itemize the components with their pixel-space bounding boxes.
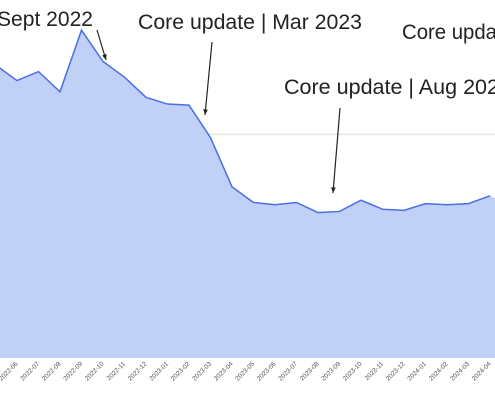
x-tick-label: 2023-10 [342,360,364,382]
x-tick-label: 2022-11 [106,360,128,382]
x-tick-label: 2023-07 [277,360,299,382]
x-tick-label: 2022-06 [0,360,20,382]
x-tick-label: 2023-03 [191,360,213,382]
x-tick-label: 2024-01 [406,360,428,382]
x-tick-label: 2022-07 [19,360,41,382]
x-tick-label: 2024-02 [428,360,450,382]
line [0,28,491,214]
x-tick-label: 2023-05 [234,360,256,382]
x-tick-label: 2023-11 [364,360,386,382]
annotation: Sept 2022 [0,8,93,31]
x-tick-label: 2023-01 [148,360,170,382]
x-tick-label: 2022-10 [84,360,106,382]
annotation: Core update | Aug 202 [284,76,495,99]
annotation: Core update | Mar 2023 [138,11,362,34]
annotation: Core upda [402,21,495,44]
x-tick-label: 2023-02 [170,360,192,382]
x-tick-label: 2023-06 [256,360,278,382]
x-tick-label: 2024-04 [471,360,493,382]
arrow-head [102,54,107,60]
x-tick-label: 2023-04 [213,360,235,382]
annotation-arrow [332,107,341,194]
x-tick-label: 2022-09 [62,360,84,382]
arrow-head [331,187,336,193]
annotation-arrow [204,41,213,116]
x-tick-label: 2022-12 [127,360,149,382]
area [0,30,495,358]
x-tick-label: 2023-12 [385,360,407,382]
x-tick-label: 2024-03 [449,360,471,382]
arrow-head [203,109,208,115]
x-tick-label: 2023-09 [320,360,342,382]
x-tick-label: 2022-08 [41,360,63,382]
x-tick-label: 2023-08 [299,360,321,382]
